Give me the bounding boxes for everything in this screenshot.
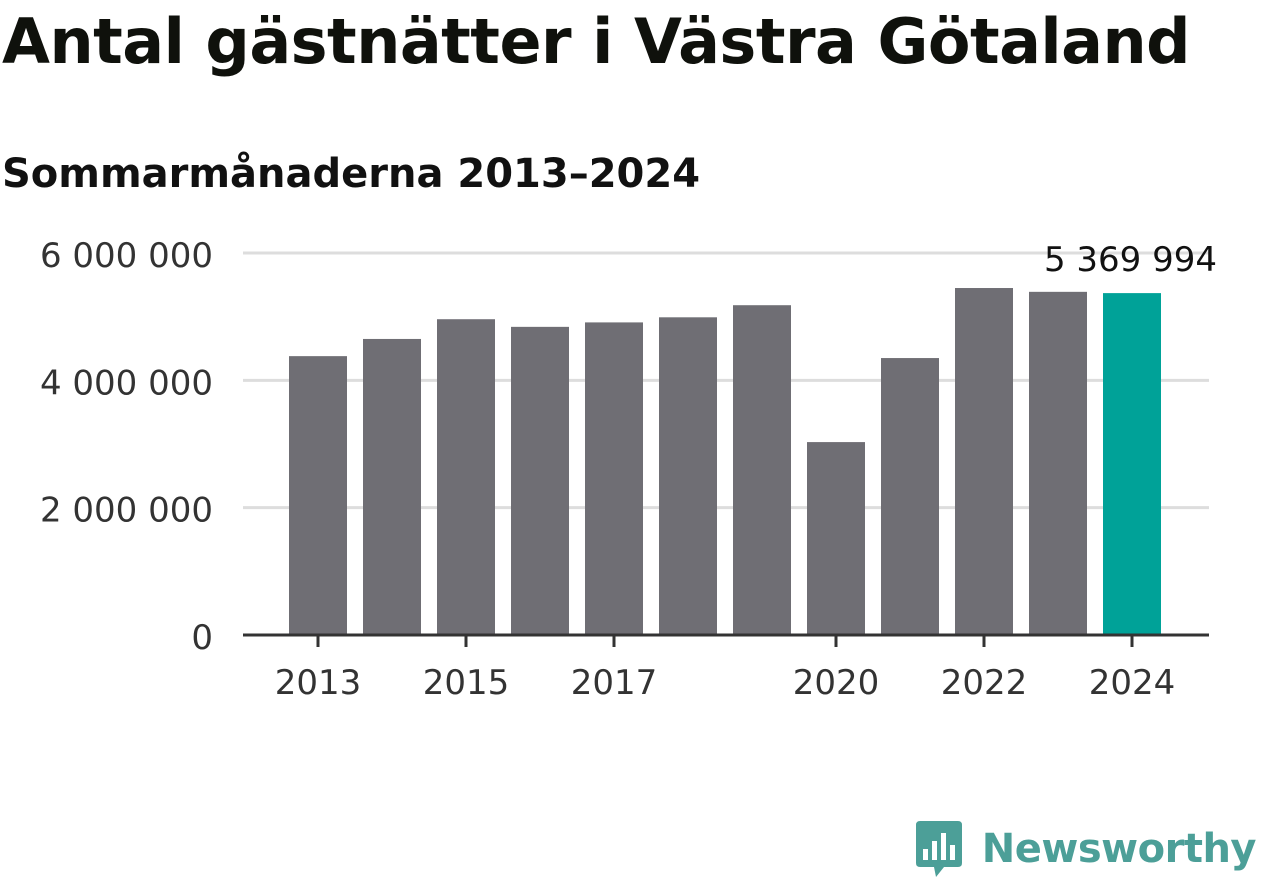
y-tick-label: 2 000 000: [40, 491, 213, 531]
bar: [585, 322, 643, 635]
bar: [1029, 291, 1087, 635]
y-tick-label: 4 000 000: [40, 363, 213, 403]
x-tick-label: 2020: [793, 663, 880, 703]
bar: [437, 319, 495, 635]
bar-chart: 0 2 000 000 4 000 000 6 000 000 2013 2015 2017…: [40, 236, 1217, 703]
bar: [659, 317, 717, 635]
labels: 0 2 000 000 4 000 000 6 000 000 2013 2015 2017…: [40, 236, 1217, 703]
bars: [289, 288, 1161, 635]
x-tick-label: 2017: [571, 663, 658, 703]
chart-title: Antal gästnätter i Västra Götaland: [2, 5, 1191, 78]
x-tick-label: 2015: [423, 663, 510, 703]
data-label: 5 369 994: [1044, 240, 1217, 280]
x-tick-label: 2024: [1089, 663, 1176, 703]
newsworthy-logo: Newsworthy: [914, 818, 1257, 880]
bar: [511, 326, 569, 635]
bar: [363, 338, 421, 635]
x-tick-label: 2022: [941, 663, 1028, 703]
x-tick-label: 2013: [275, 663, 362, 703]
y-tick-label: 6 000 000: [40, 236, 213, 276]
chart-subtitle: Sommarmånaderna 2013–2024: [2, 151, 701, 197]
logo-text: Newsworthy: [981, 826, 1257, 872]
bar: [733, 305, 791, 635]
newsworthy-logo-icon: [915, 821, 962, 877]
bar: [955, 288, 1013, 635]
bar: [881, 358, 939, 635]
bar: [1103, 293, 1161, 635]
bar: [807, 442, 865, 635]
bar: [289, 356, 347, 635]
y-tick-label: 0: [191, 618, 213, 658]
